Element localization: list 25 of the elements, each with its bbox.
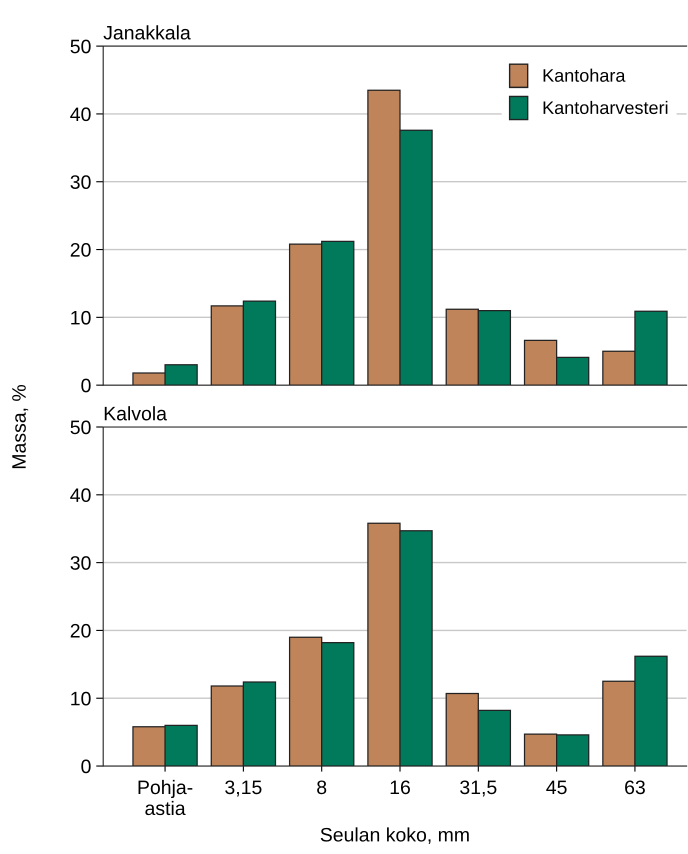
x-tick-label: 3,15 xyxy=(225,780,262,797)
y-tick-label: 10 xyxy=(71,692,91,706)
y-tick-label: 40 xyxy=(70,488,91,502)
y-tick-label: 50 xyxy=(70,420,91,434)
y-tick-label: 30 xyxy=(70,175,91,189)
x-tick-label: 8 xyxy=(317,780,326,794)
legend-label: Kantoharvesteri xyxy=(544,100,668,114)
y-tick-label: 0 xyxy=(81,378,91,392)
x-tick-label: 31,5 xyxy=(460,780,496,797)
x-tick-label: Pohja- astia xyxy=(138,780,192,816)
x-tick-label: 45 xyxy=(546,780,567,794)
y-tick-label: 0 xyxy=(81,760,91,774)
legend-label: Kantohara xyxy=(544,68,626,82)
x-tick-label: 16 xyxy=(390,780,410,794)
chart-title: Kalvola xyxy=(104,406,167,420)
chart-title: Janakkala xyxy=(104,25,191,40)
x-tick-label: 63 xyxy=(625,780,645,794)
y-axis-title: Massa, % xyxy=(12,385,28,468)
y-tick-label: 20 xyxy=(70,243,91,257)
y-tick-label: 40 xyxy=(70,107,91,122)
y-tick-label: 50 xyxy=(70,40,91,54)
x-axis-title: Seulan koko, mm xyxy=(320,827,469,844)
y-tick-label: 10 xyxy=(71,310,91,325)
y-tick-label: 20 xyxy=(70,624,91,638)
y-tick-label: 30 xyxy=(70,556,91,570)
